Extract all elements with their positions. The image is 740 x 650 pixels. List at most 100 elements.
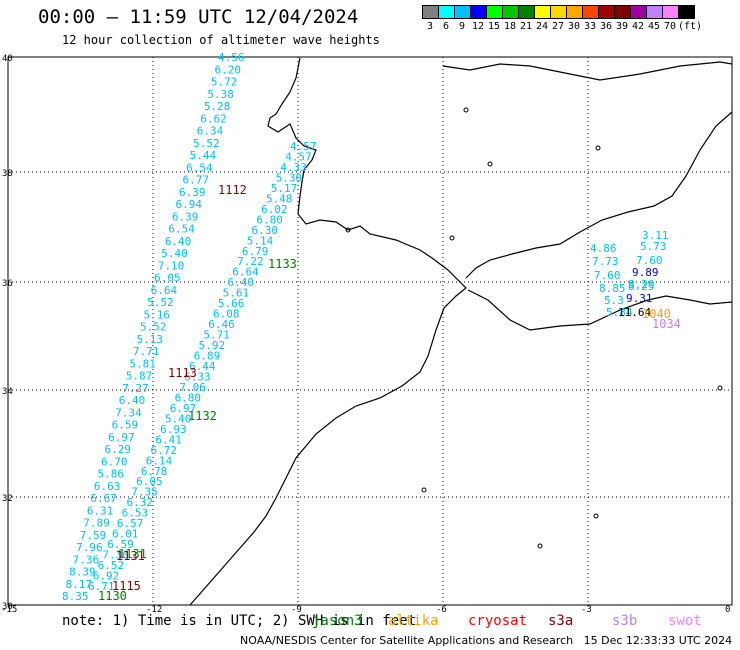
scale-label: 3 — [426, 21, 434, 32]
pass-id-label: 1131 — [118, 547, 147, 561]
wave-height-label: 6.64 — [232, 266, 259, 279]
wave-height-label: 7.06 — [179, 381, 206, 394]
lat-label: 30 — [2, 602, 13, 612]
scale-label: 27 — [551, 21, 565, 32]
coastline-africa-med — [467, 289, 733, 331]
wave-height-label: 6.14 — [146, 454, 173, 467]
wave-height-label: 6.40 — [165, 235, 192, 248]
wave-height-label: 5.28 — [204, 100, 231, 113]
wave-height-label: 7.59 — [80, 529, 107, 542]
pass-id-label: 1040 — [642, 307, 671, 321]
wave-height-label: 6.70 — [101, 455, 128, 468]
wave-height-label: 5.84 — [606, 306, 633, 319]
island — [463, 107, 469, 113]
coastline-iberia-africa — [189, 57, 467, 606]
wave-height-label: 7.34 — [115, 406, 142, 419]
pass-id-label: 1112 — [218, 183, 247, 197]
satellite-legend-entry: cryosat — [468, 613, 528, 629]
wave-height-label: 6.02 — [261, 203, 288, 216]
wave-height-label: 7.27 — [122, 382, 149, 395]
pass-id-label: 1132 — [188, 409, 217, 423]
wave-height-label: 3.11 — [642, 229, 669, 242]
wave-height-label: 7.71 — [133, 345, 160, 358]
lat-label: 40 — [2, 54, 13, 64]
scale-label: 15 — [487, 21, 501, 32]
wave-height-label: 6.29 — [105, 443, 132, 456]
wave-height-label: 5.17 — [271, 182, 298, 195]
wave-height-label: 7.89 — [83, 517, 110, 530]
pass-id-label: 1131 — [116, 549, 145, 563]
wave-height-label: 6.08 — [213, 308, 240, 321]
wave-height-label: 5.72 — [211, 76, 238, 89]
satellite-legend-entry: s3b — [612, 613, 638, 629]
wave-height-label: 6.54 — [168, 223, 195, 236]
island — [537, 543, 543, 549]
wave-height-label: 5.38 — [207, 88, 234, 101]
wave-height-label: 8.20 — [628, 278, 655, 291]
wave-height-label: 7.10 — [158, 259, 185, 272]
wave-height-label: 5.40 — [161, 247, 188, 260]
wave-height-label: 6.80 — [256, 213, 283, 226]
wave-height-label: 7.96 — [76, 541, 103, 554]
wave-height-label: 6.39 — [179, 186, 206, 199]
wave-height-label: 5.44 — [190, 149, 217, 162]
scale-label: 12 — [471, 21, 485, 32]
wave-height-label: 4.86 — [590, 242, 617, 255]
lat-label: 34 — [2, 387, 13, 397]
lon-label: -6 — [436, 605, 447, 615]
wave-height-label: 6.44 — [189, 360, 216, 373]
wave-height-label: 5.87 — [126, 370, 152, 383]
island — [717, 385, 723, 391]
wave-height-label: 7.60 — [594, 269, 621, 282]
wave-height-label: 5.92 — [199, 339, 226, 352]
wave-height-label: 6.63 — [94, 480, 121, 493]
wave-height-label: 6.92 — [93, 570, 120, 583]
satellite-legend-entry: swot — [668, 613, 702, 629]
wave-height-label: 6.40 — [119, 394, 145, 407]
wave-height-label: 6.52 — [98, 559, 125, 572]
color-scale — [422, 5, 695, 19]
color-scale-labels: 3 6 9 12 15 18 21 24 27 30 33 36 39 42 45 70 (ft) — [422, 21, 740, 33]
wave-height-label: 6.93 — [160, 423, 187, 436]
scale-label: 36 — [599, 21, 613, 32]
wave-height-label: 5.3 — [604, 294, 624, 307]
scale-label: 21 — [519, 21, 533, 32]
wave-height-label: 6.97 — [108, 431, 135, 444]
scale-label: 6 — [442, 21, 450, 32]
scale-label: 42 — [631, 21, 645, 32]
wave-height-label: 6.64 — [151, 284, 178, 297]
wave-height-label: 6.46 — [208, 318, 235, 331]
wave-height-label: 7.30 — [102, 549, 129, 562]
wave-height-label: 6.41 — [155, 433, 182, 446]
wave-height-label: 5.14 — [247, 234, 274, 247]
lon-label: -12 — [146, 605, 162, 615]
lon-label: 0 — [725, 605, 730, 615]
wave-height-label: 5.48 — [266, 192, 293, 205]
wave-height-label: 6.57 — [117, 517, 144, 530]
coastline-spain-med — [465, 111, 733, 279]
pass-id-label: 1130 — [98, 589, 127, 603]
scale-label: 45 — [647, 21, 661, 32]
wave-height-label: 7.36 — [73, 553, 100, 566]
credit-line: NOAA/NESDIS Center for Satellite Applica… — [240, 634, 733, 647]
footer-note: note: 1) Time is in UTC; 2) SWH is in fe… — [62, 613, 417, 629]
wave-height-label: 6.94 — [175, 198, 202, 211]
chart-title: 00:00 – 11:59 UTC 12/04/2024 — [38, 6, 359, 28]
lon-label: -3 — [581, 605, 592, 615]
wave-height-label: 5.30 — [276, 171, 303, 184]
wave-height-label: 5.86 — [97, 468, 124, 481]
wave-height-label: 11.64 — [618, 306, 651, 319]
wave-height-label: 6.67 — [90, 492, 117, 505]
wave-height-label: 6.97 — [170, 402, 197, 415]
wave-height-label: 5.52 — [147, 296, 174, 309]
pass-id-label: 1034 — [652, 317, 681, 331]
wave-height-label: 7.73 — [592, 255, 619, 268]
scale-label: 33 — [583, 21, 597, 32]
wave-height-label: 6.31 — [87, 504, 114, 517]
wave-height-label: 6.53 — [122, 507, 148, 520]
scale-label: (ft) — [677, 21, 703, 32]
wave-height-label: 5.13 — [136, 333, 163, 346]
wave-height-label: 5.61 — [223, 287, 250, 300]
wave-height-label: 6.59 — [107, 538, 134, 551]
wave-height-label: 8.85 — [599, 282, 626, 295]
